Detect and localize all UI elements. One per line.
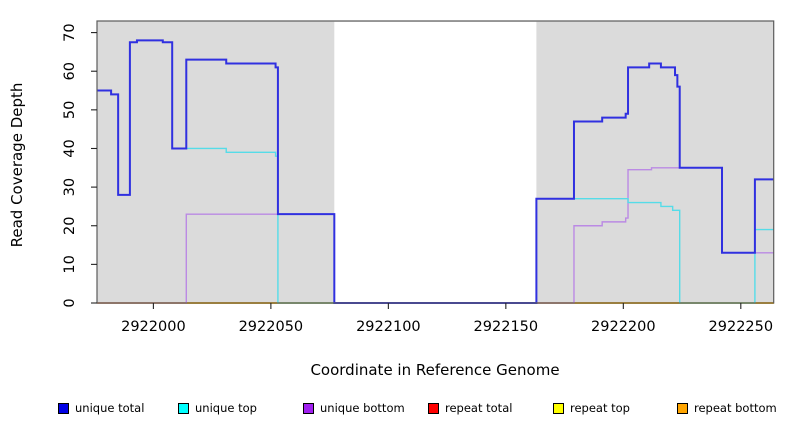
legend-item-unique-top: unique top	[178, 400, 257, 416]
y-tick-label: 0	[62, 298, 78, 307]
legend-item-repeat-bottom: repeat bottom	[677, 400, 777, 416]
legend-label: unique top	[195, 401, 257, 415]
gap-region	[334, 21, 537, 304]
legend-swatch-unique-top	[178, 402, 189, 414]
legend-label: repeat total	[445, 401, 513, 415]
legend-item-repeat-total: repeat total	[428, 400, 512, 416]
legend-swatch-repeat-top	[553, 402, 564, 414]
legend-swatch-repeat-bottom	[677, 402, 688, 414]
x-tick-label: 2922100	[356, 319, 421, 335]
y-tick-label: 60	[62, 62, 78, 80]
y-tick-label: 50	[62, 101, 78, 119]
x-axis-title: Coordinate in Reference Genome	[310, 361, 560, 379]
x-tick-label: 2922050	[239, 319, 304, 335]
legend-swatch-unique-bottom	[303, 402, 314, 414]
x-tick-label: 2922250	[709, 319, 774, 335]
chart-canvas: 2922000 2922050 2922100 2922150 2922200 29222…	[62, 20, 775, 335]
y-tick-label: 30	[62, 178, 78, 196]
legend-swatch-repeat-total	[428, 402, 439, 414]
legend-label: repeat bottom	[694, 401, 777, 415]
legend-swatch-unique-total	[58, 402, 69, 414]
y-tick-label: 70	[62, 23, 78, 41]
plot-box	[96, 20, 775, 304]
legend-item-unique-bottom: unique bottom	[303, 400, 405, 416]
x-tick-label: 2922150	[474, 319, 539, 335]
x-tick-label: 2922200	[591, 319, 656, 335]
legend-item-unique-total: unique total	[58, 400, 144, 416]
legend-item-repeat-top: repeat top	[553, 400, 630, 416]
legend-label: repeat top	[570, 401, 630, 415]
legend-label: unique total	[75, 401, 145, 415]
y-tick-label: 10	[62, 255, 78, 273]
y-tick-label: 40	[62, 139, 78, 157]
y-tick-label: 20	[62, 217, 78, 235]
x-tick-label: 2922000	[121, 319, 186, 335]
series-unique-total	[97, 39, 774, 304]
y-axis-title: Read Coverage Depth	[8, 82, 26, 248]
legend-label: unique bottom	[320, 401, 405, 415]
